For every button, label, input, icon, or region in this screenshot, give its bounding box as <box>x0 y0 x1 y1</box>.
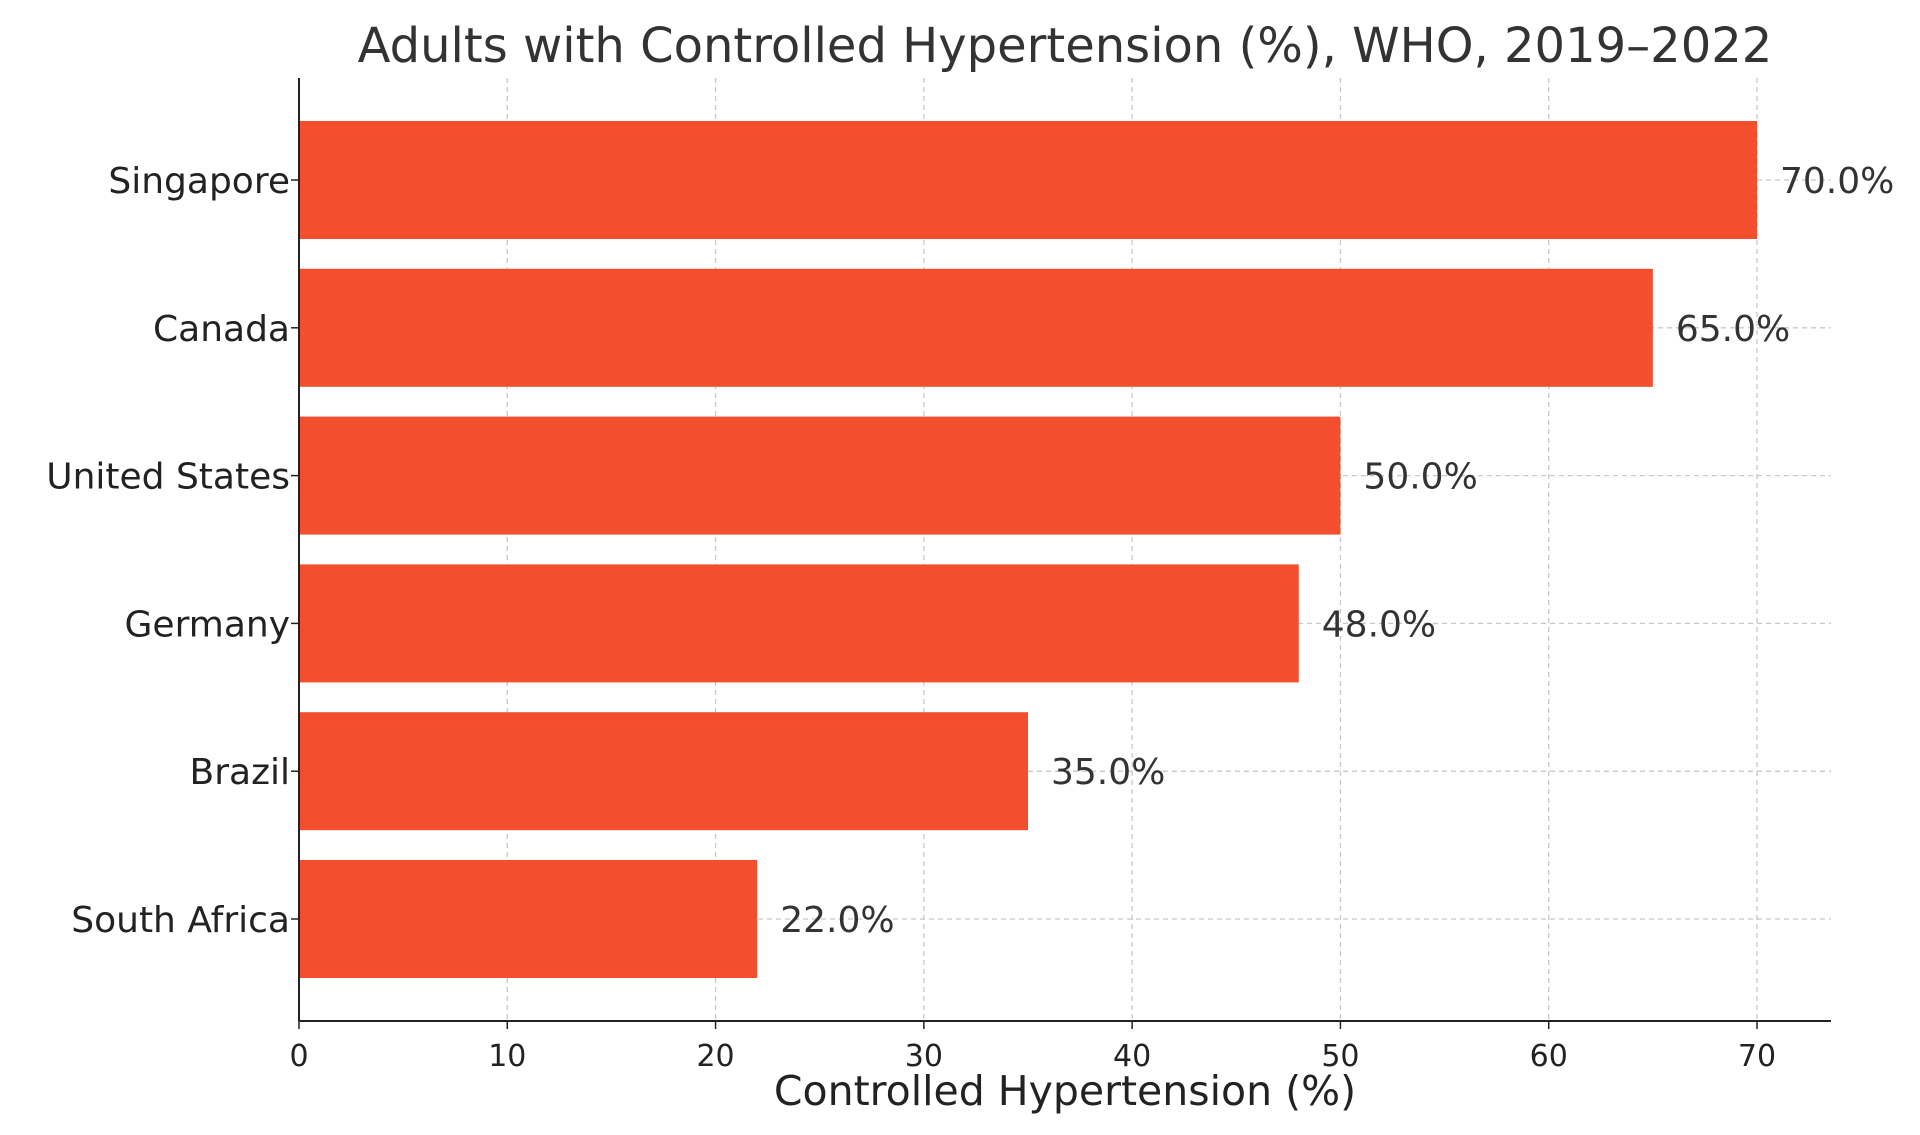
bar-brazil <box>299 712 1028 831</box>
y-tick-label: Germany <box>125 604 290 645</box>
data-label: 22.0% <box>780 900 894 941</box>
x-ticks: 0 10 20 30 40 50 60 70 <box>289 1021 1776 1074</box>
bar-germany <box>299 564 1299 683</box>
bars <box>299 121 1757 978</box>
x-tick-label: 30 <box>905 1039 943 1074</box>
bar-south-africa <box>299 860 758 978</box>
bar-canada <box>299 268 1653 387</box>
data-labels: 70.0% 65.0% 50.0% 48.0% 35.0% 22.0% <box>780 161 1894 941</box>
data-label: 70.0% <box>1780 161 1894 202</box>
data-label: 48.0% <box>1322 604 1436 645</box>
y-tick-label: Singapore <box>108 161 290 202</box>
x-tick-label: 60 <box>1530 1039 1568 1074</box>
x-tick-label: 10 <box>488 1039 526 1074</box>
x-axis-label: Controlled Hypertension (%) <box>774 1067 1356 1115</box>
x-tick-label: 40 <box>1113 1039 1151 1074</box>
bar-united-states <box>299 416 1341 535</box>
data-label: 65.0% <box>1676 309 1790 350</box>
x-tick-label: 50 <box>1321 1039 1359 1074</box>
y-tick-label: Canada <box>153 309 290 350</box>
x-tick-label: 20 <box>696 1039 734 1074</box>
y-tick-label: Brazil <box>190 752 290 793</box>
axes <box>298 78 1831 1022</box>
data-label: 35.0% <box>1051 752 1165 793</box>
y-ticks: Singapore Canada United States Germany Brazi… <box>46 161 299 941</box>
y-tick-label: United States <box>46 457 290 498</box>
chart-title: Adults with Controlled Hypertension (%),… <box>358 18 1773 74</box>
x-tick-label: 0 <box>289 1039 308 1074</box>
bar-singapore <box>299 121 1757 239</box>
x-tick-label: 70 <box>1738 1039 1776 1074</box>
y-tick-label: South Africa <box>71 900 290 941</box>
data-label: 50.0% <box>1363 457 1477 498</box>
